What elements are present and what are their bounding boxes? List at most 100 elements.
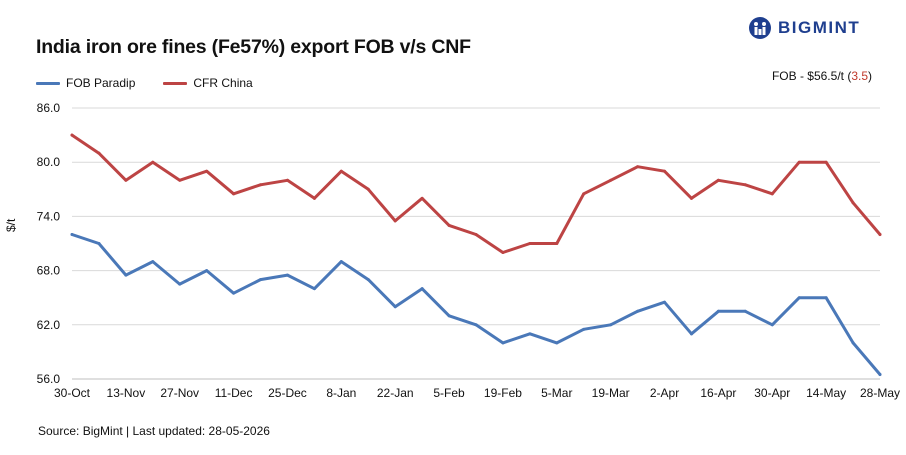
data-point-cfr xyxy=(232,192,236,196)
price-note-prefix: FOB - $56.5/t ( xyxy=(771,69,852,83)
data-point-fob xyxy=(555,341,559,345)
data-point-cfr xyxy=(851,201,855,205)
data-point-cfr xyxy=(339,169,343,173)
data-point-fob xyxy=(797,296,801,300)
x-tick-label: 30-Oct xyxy=(54,386,91,400)
data-point-cfr xyxy=(312,196,316,200)
data-point-cfr xyxy=(420,196,424,200)
data-point-cfr xyxy=(878,232,882,236)
data-point-cfr xyxy=(501,251,505,255)
data-point-fob xyxy=(636,309,640,313)
x-tick-label: 8-Jan xyxy=(326,386,356,400)
legend-item-cfr: CFR China xyxy=(163,76,253,90)
x-tick-label: 13-Nov xyxy=(107,386,146,400)
x-tick-label: 19-Feb xyxy=(484,386,522,400)
x-tick-label: 30-Apr xyxy=(754,386,790,400)
data-point-fob xyxy=(285,273,289,277)
data-point-fob xyxy=(878,372,882,376)
data-point-fob xyxy=(393,305,397,309)
data-point-cfr xyxy=(285,178,289,182)
brand-logo: BIGMINT xyxy=(748,16,860,40)
x-tick-label: 28-May xyxy=(860,386,900,400)
chart-title: India iron ore fines (Fe57%) export FOB … xyxy=(36,36,471,58)
data-point-cfr xyxy=(97,151,101,155)
data-point-cfr xyxy=(259,183,263,187)
x-tick-label: 27-Nov xyxy=(160,386,199,400)
data-point-fob xyxy=(312,287,316,291)
data-point-cfr xyxy=(393,219,397,223)
data-point-fob xyxy=(205,269,209,273)
data-point-fob xyxy=(824,296,828,300)
data-point-cfr xyxy=(447,223,451,227)
x-tick-label: 2-Apr xyxy=(650,386,679,400)
x-tick-label: 16-Apr xyxy=(700,386,736,400)
data-point-fob xyxy=(663,300,667,304)
data-point-cfr xyxy=(609,178,613,182)
source-note: Source: BigMint | Last updated: 28-05-20… xyxy=(38,424,270,438)
data-point-fob xyxy=(151,260,155,264)
data-point-cfr xyxy=(743,183,747,187)
data-point-cfr xyxy=(474,232,478,236)
price-note: FOB - $56.5/t (3.5) xyxy=(772,69,872,83)
data-point-cfr xyxy=(770,192,774,196)
data-point-fob xyxy=(97,242,101,245)
y-tick-label: 62.0 xyxy=(37,318,61,332)
data-point-cfr xyxy=(528,242,532,245)
data-point-fob xyxy=(609,323,613,327)
data-point-fob xyxy=(716,309,720,313)
data-point-fob xyxy=(232,291,236,295)
data-point-cfr xyxy=(178,178,182,182)
data-point-cfr xyxy=(555,242,559,245)
legend-label-cfr: CFR China xyxy=(193,76,253,90)
data-point-cfr xyxy=(663,169,667,173)
data-point-cfr xyxy=(636,165,640,169)
data-point-fob xyxy=(259,278,263,282)
brand-name: BIGMINT xyxy=(778,18,861,37)
data-point-cfr xyxy=(151,160,155,164)
data-point-fob xyxy=(474,323,478,327)
data-point-cfr xyxy=(716,178,720,182)
x-tick-label: 5-Feb xyxy=(433,386,465,400)
legend-item-fob: FOB Paradip xyxy=(36,76,135,90)
price-note-change: 3.5 xyxy=(851,69,868,83)
data-point-fob xyxy=(528,332,532,336)
data-point-fob xyxy=(366,278,370,282)
data-point-fob xyxy=(124,273,128,277)
data-point-fob xyxy=(70,232,74,236)
data-point-fob xyxy=(178,282,182,286)
data-point-fob xyxy=(339,260,343,264)
y-tick-label: 74.0 xyxy=(37,209,61,223)
x-tick-label: 25-Dec xyxy=(268,386,307,400)
price-note-suffix: ) xyxy=(868,69,872,83)
x-tick-label: 5-Mar xyxy=(541,386,572,400)
data-point-cfr xyxy=(366,187,370,191)
x-tick-label: 19-Mar xyxy=(592,386,630,400)
y-tick-label: 56.0 xyxy=(37,372,61,386)
y-tick-label: 68.0 xyxy=(37,264,61,278)
data-point-fob xyxy=(582,327,586,331)
data-point-cfr xyxy=(797,160,801,164)
bigmint-logo-icon xyxy=(749,17,771,39)
data-point-cfr xyxy=(205,169,209,173)
data-point-cfr xyxy=(582,192,586,196)
y-tick-label: 86.0 xyxy=(37,101,61,115)
chart-legend: FOB Paradip CFR China xyxy=(36,76,253,90)
legend-swatch-cfr xyxy=(163,81,188,85)
data-point-fob xyxy=(743,309,747,313)
series-line-fob-paradip xyxy=(70,233,882,376)
data-point-cfr xyxy=(124,178,128,182)
data-point-fob xyxy=(770,323,774,327)
data-point-fob xyxy=(501,341,505,345)
data-point-fob xyxy=(420,287,424,291)
data-point-cfr xyxy=(824,160,828,164)
legend-label-fob: FOB Paradip xyxy=(66,76,136,90)
x-tick-label: 22-Jan xyxy=(377,386,414,400)
legend-swatch-fob xyxy=(36,81,60,85)
data-point-cfr xyxy=(70,133,74,137)
data-point-fob xyxy=(447,314,451,318)
y-tick-label: 80.0 xyxy=(37,155,61,169)
data-point-fob xyxy=(689,332,693,336)
x-tick-label: 11-Dec xyxy=(215,386,253,400)
data-point-fob xyxy=(851,341,855,345)
